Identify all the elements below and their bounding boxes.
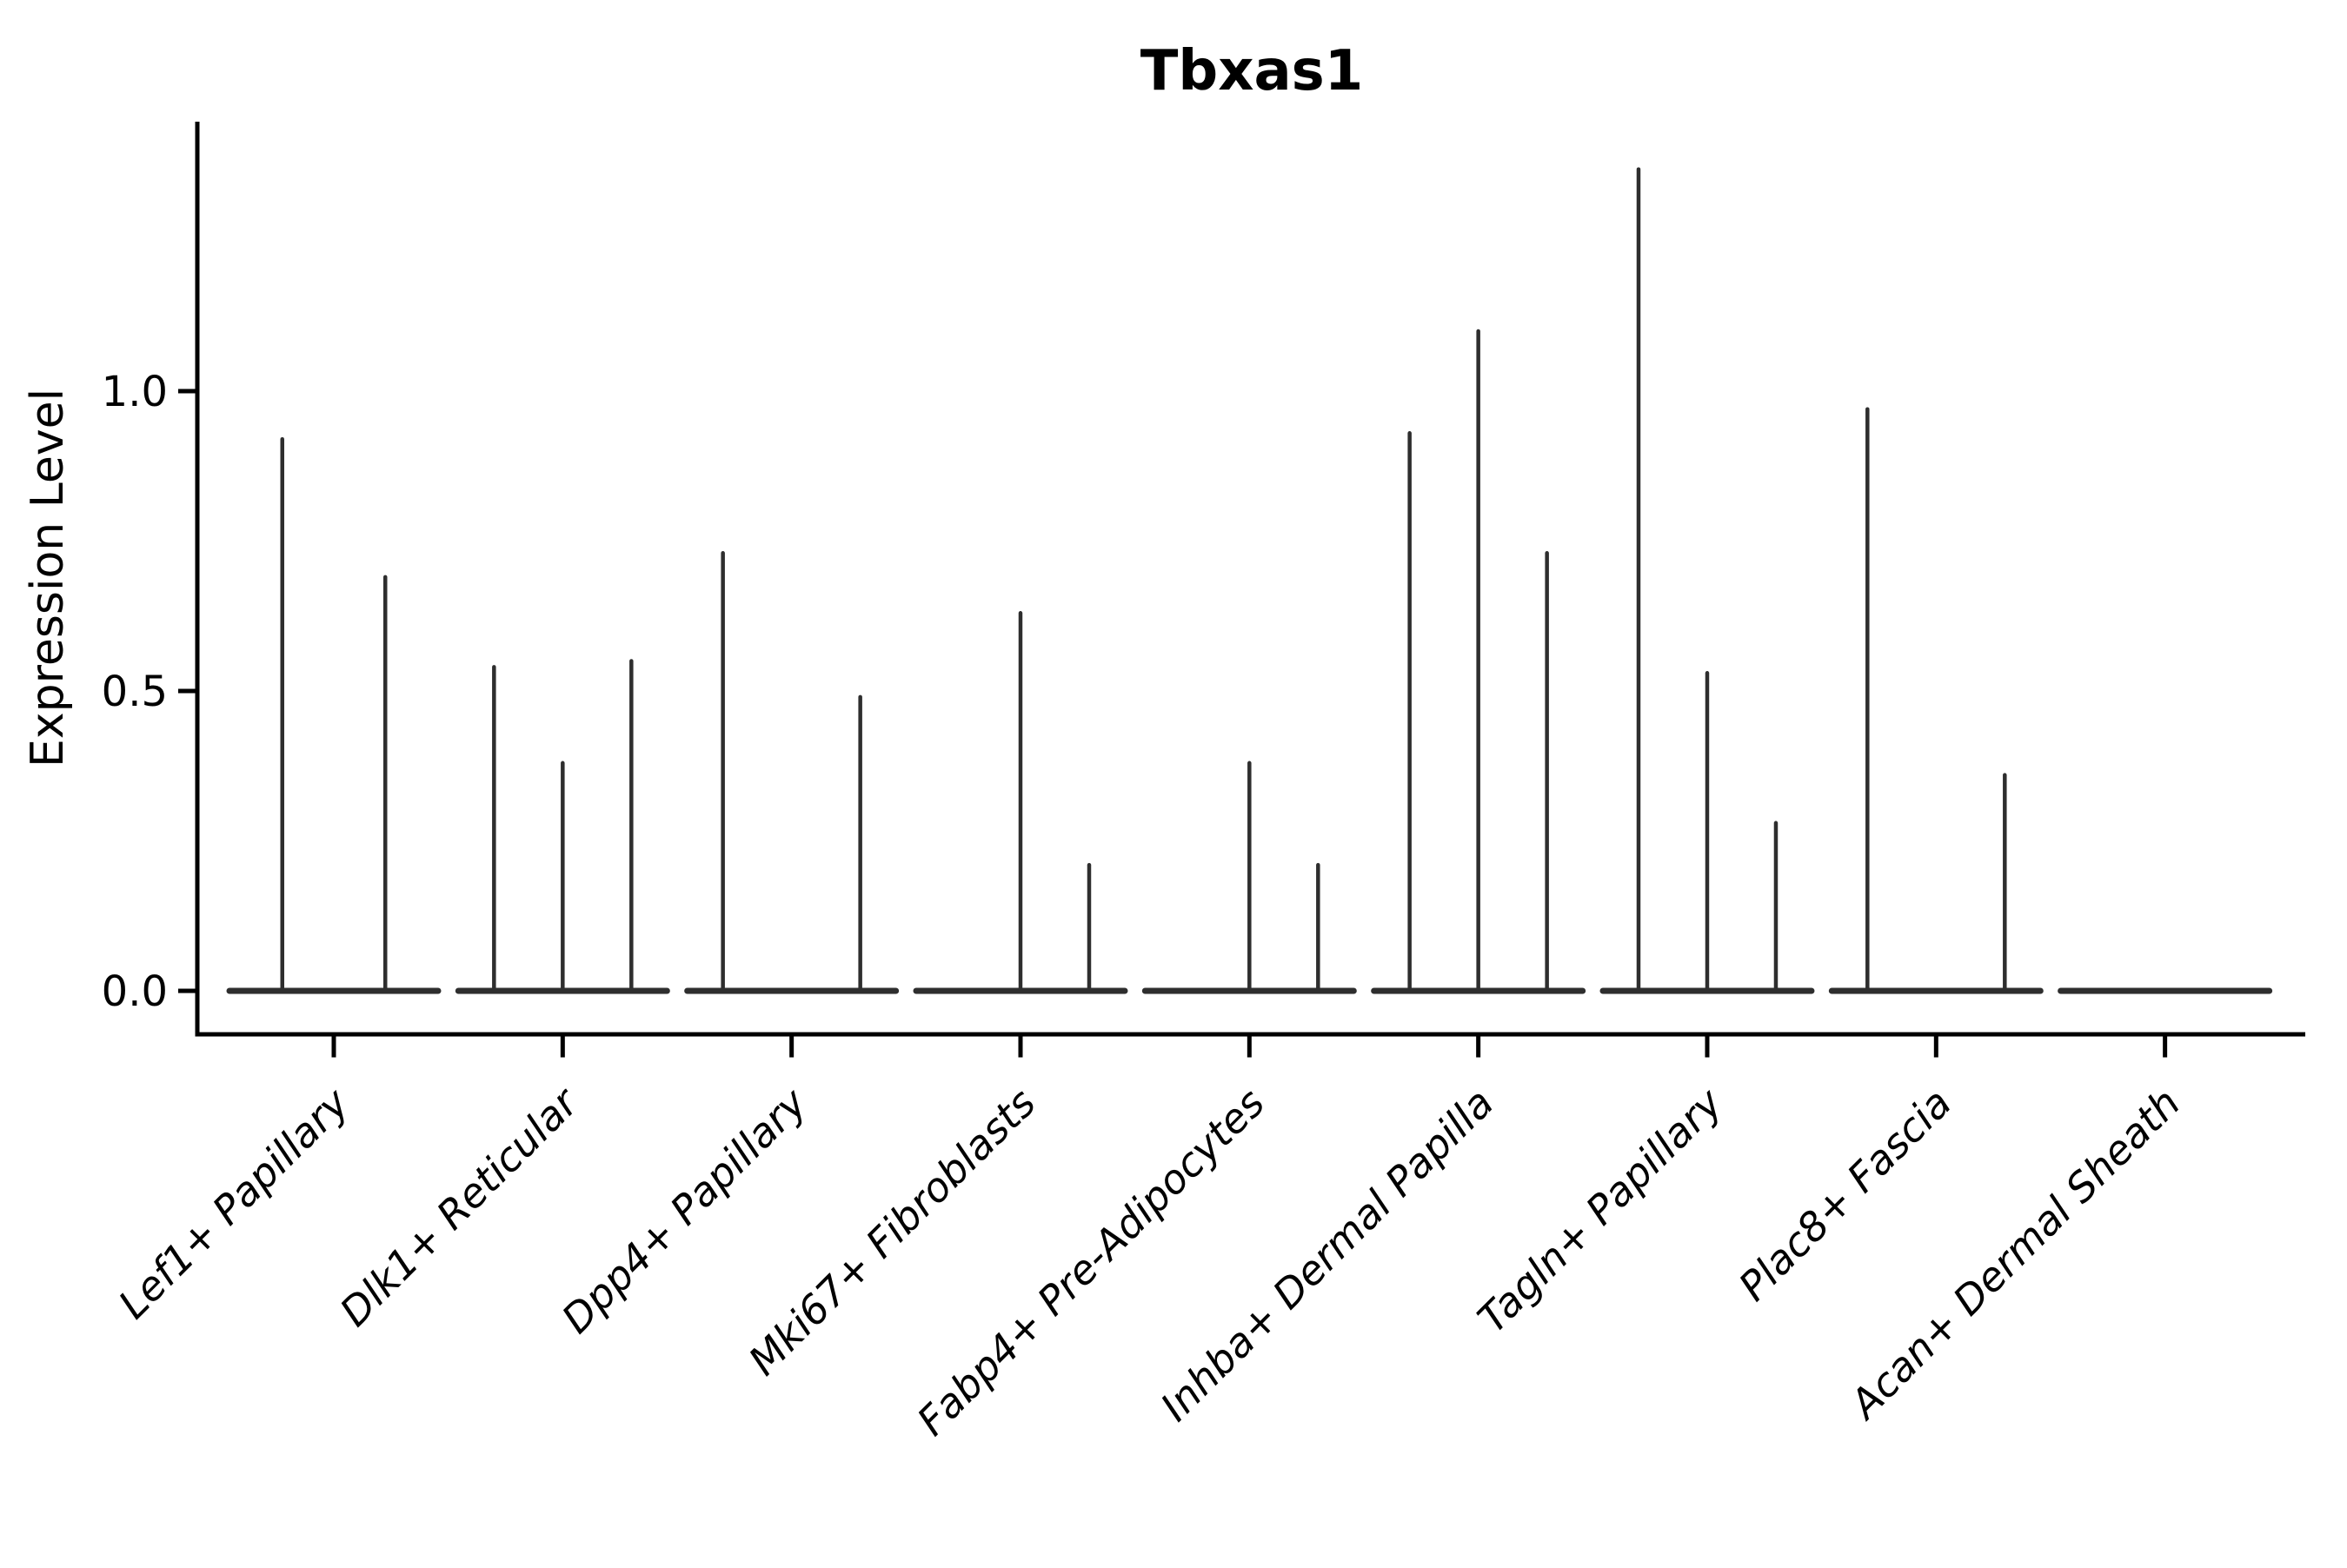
violins <box>226 167 2273 994</box>
y-tick-label: 0.5 <box>102 668 168 716</box>
y-tick-label: 0.0 <box>102 967 168 1016</box>
x-tick-label: Dlk1+ Reticular <box>330 1077 588 1335</box>
x-tick-label: Plac8+ Fascia <box>1730 1080 1960 1310</box>
y-axis-label: Expression Level <box>22 389 74 767</box>
chart-title: Tbxas1 <box>1140 39 1364 103</box>
x-tick-label: Tagln+ Papillary <box>1468 1079 1732 1342</box>
x-tick-label: Dpp4+ Papillary <box>553 1079 816 1342</box>
y-tick-label: 1.0 <box>102 368 168 416</box>
x-tick-label: Lef1+ Papillary <box>110 1079 358 1327</box>
